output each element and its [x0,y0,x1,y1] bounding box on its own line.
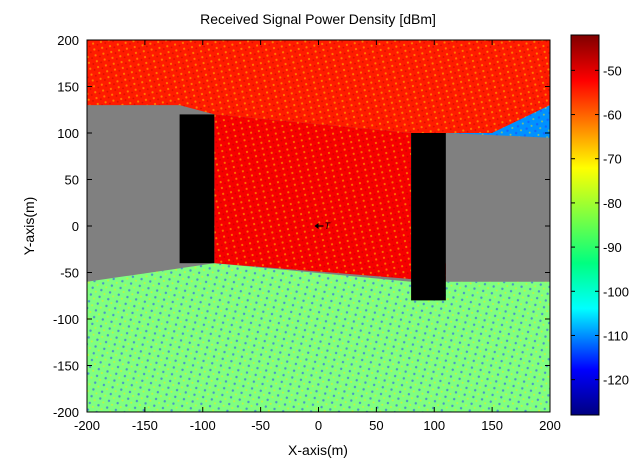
coverage-region-texture [87,40,550,133]
y-tick-label: -200 [53,405,79,420]
colorbar-tick-label: -70 [603,152,622,167]
y-tick-label: 150 [57,80,79,95]
y-tick-label: 0 [72,219,79,234]
x-tick-label: 100 [423,418,445,433]
x-tick-label: -200 [74,418,100,433]
colorbar-tick-label: -60 [603,108,622,123]
coverage-region-texture [445,105,550,138]
coverage-region-texture [214,114,446,301]
x-tick-label: -150 [132,418,158,433]
colorbar-tick-label: -50 [603,63,622,78]
colorbar-tick-label: -110 [603,328,628,343]
x-axis: -200 -150 -100 -50 0 50 100 150 200 [74,40,561,433]
x-axis-label: X-axis(m) [288,442,348,458]
colorbar-tick-label: -120 [603,373,629,388]
y-axis: 200 150 100 50 0 -50 -100 -150 -200 [53,33,550,420]
colorbar-tick-label: -100 [603,284,629,299]
x-tick-label: 150 [481,418,503,433]
x-tick-label: 200 [539,418,561,433]
coverage-region-texture [87,263,550,412]
y-tick-label: -50 [60,266,79,281]
y-tick-label: 50 [65,173,79,188]
transmitter-marker: T [314,221,332,231]
building-obstacle [411,133,446,301]
y-tick-label: -150 [53,359,79,374]
building-obstacle [179,114,215,264]
colorbar-tick-label: -80 [603,196,622,211]
x-tick-label: 0 [315,418,322,433]
colorbar-gradient [570,34,600,416]
y-tick-label: 100 [57,126,79,141]
y-tick-label: -100 [53,312,79,327]
x-tick-label: 50 [369,418,383,433]
x-tick-label: -50 [251,418,270,433]
x-tick-label: -100 [190,418,216,433]
chart-title: Received Signal Power Density [dBm] [200,11,436,27]
transmitter-arrowhead [314,223,319,229]
transmitter-label: T [325,221,332,231]
colorbar: -50 -60 -70 -80 -90 -100 -110 -120 [570,34,629,416]
colorbar-tick-label: -90 [603,240,622,255]
plot-area [87,40,550,412]
y-tick-label: 200 [57,33,79,48]
y-axis-label: Y-axis(m) [21,197,37,256]
